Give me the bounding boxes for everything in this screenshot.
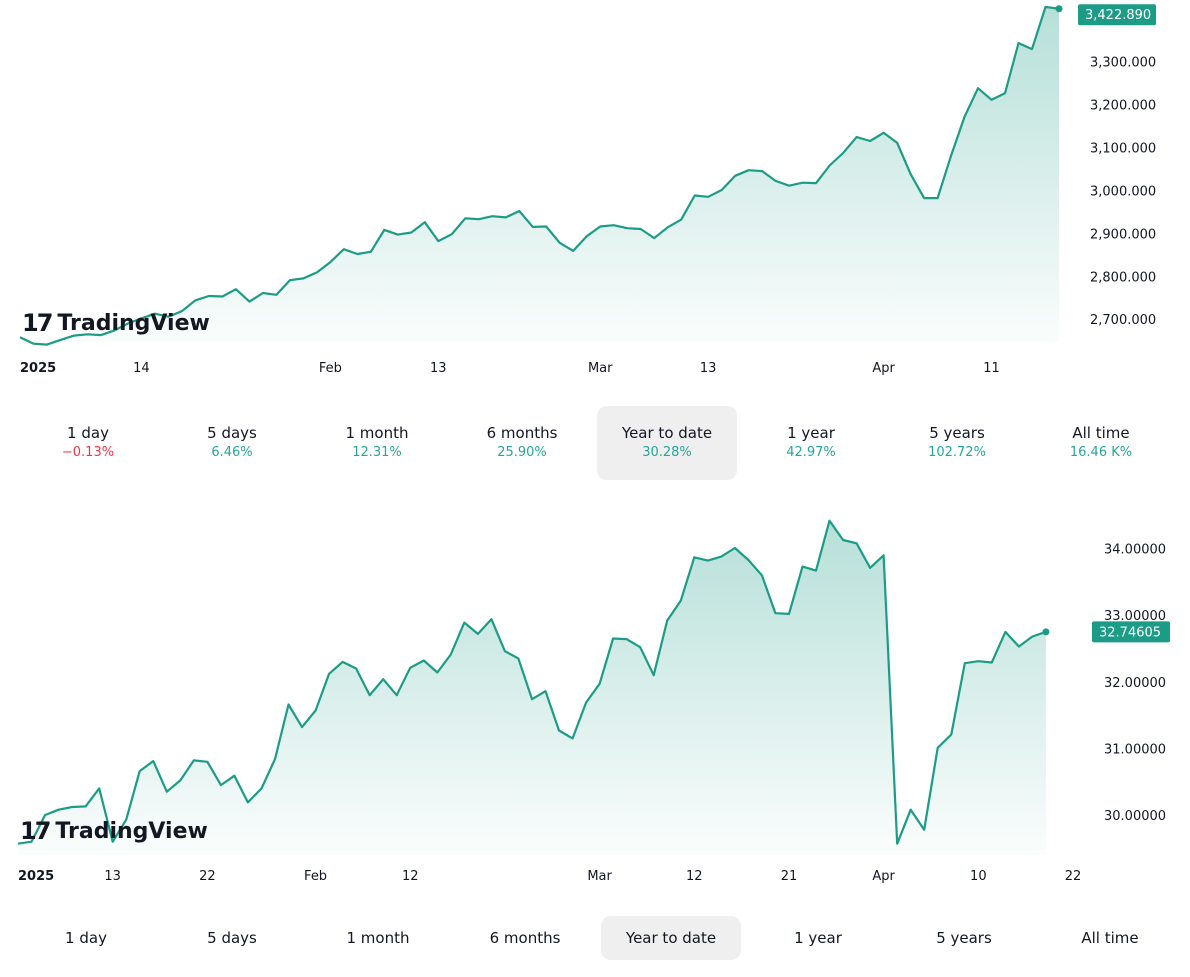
period-tab-label: 1 day — [65, 929, 107, 947]
period-tab[interactable]: All time — [1040, 916, 1180, 960]
period-tab[interactable]: All time 16.46 K% — [1031, 406, 1171, 480]
svg-text:3,422.890: 3,422.890 — [1085, 8, 1151, 23]
period-tab-label: 1 day — [67, 424, 109, 442]
y-tick-label: 34.00000 — [1104, 543, 1166, 558]
period-tab-label: 6 months — [489, 929, 561, 947]
period-tab-label: 5 days — [207, 929, 257, 947]
y-tick-label: 3,100.000 — [1090, 141, 1156, 156]
chart-top[interactable]: 2,700.000 2,800.000 2,900.000 3,000.000 3,10… — [0, 0, 1190, 385]
period-tabs-top: 1 day −0.13% 5 days 6.46% 1 month 12.31% 6 mon… — [0, 406, 1190, 482]
x-tick-label: Apr — [872, 361, 895, 376]
period-tab-label: 5 years — [936, 929, 992, 947]
period-tab-label: 1 year — [794, 929, 842, 947]
period-tab-label: Year to date — [621, 424, 713, 442]
y-tick-label: 32.00000 — [1104, 676, 1166, 691]
x-tick-label: 21 — [781, 869, 798, 884]
period-tab[interactable]: 5 days 6.46% — [162, 406, 302, 480]
y-tick-label: 30.00000 — [1104, 809, 1166, 824]
tradingview-logo-text: TradingView — [55, 818, 208, 844]
tradingview-logo-icon: 17 — [20, 817, 51, 845]
period-tab[interactable]: Year to date — [601, 916, 741, 960]
svg-text:32.74605: 32.74605 — [1099, 625, 1161, 640]
period-change-value: 30.28% — [642, 445, 692, 460]
area-fill — [20, 7, 1059, 345]
x-tick-label: Feb — [304, 869, 327, 884]
period-tab[interactable]: 1 month — [308, 916, 448, 960]
x-tick-label: Mar — [587, 869, 612, 884]
y-tick-label: 2,800.000 — [1090, 270, 1156, 285]
period-tab[interactable]: 5 days — [162, 916, 302, 960]
y-tick-label: 3,000.000 — [1090, 184, 1156, 199]
chart-bottom-svg[interactable]: 30.00000 31.00000 32.00000 33.00000 34.00000… — [0, 505, 1190, 900]
period-tab[interactable]: 1 year — [748, 916, 888, 960]
period-tab[interactable]: 5 years — [894, 916, 1034, 960]
series-line[interactable] — [19, 5, 1060, 346]
x-tick-label: Mar — [588, 361, 613, 376]
last-point-marker — [1055, 5, 1063, 13]
period-tab-label: 6 months — [486, 424, 558, 442]
period-change-value: −0.13% — [61, 445, 115, 460]
x-tick-label: Feb — [319, 361, 342, 376]
area-fill — [18, 520, 1046, 855]
tradingview-logo-icon: 17 — [22, 309, 53, 337]
y-tick-label: 3,200.000 — [1090, 98, 1156, 113]
period-tabs-bottom: 1 day 5 days 1 month 6 months Year to date 1 … — [0, 916, 1190, 962]
x-tick-label: 2025 — [18, 869, 54, 884]
x-tick-label: 14 — [133, 361, 150, 376]
period-tab[interactable]: 6 months 25.90% — [452, 406, 592, 480]
period-tab-label: All time — [1081, 929, 1139, 947]
series-line[interactable] — [17, 519, 1047, 845]
period-tab[interactable]: 1 day — [16, 916, 156, 960]
last-point-marker — [1042, 628, 1050, 636]
period-change-value: 25.90% — [497, 445, 547, 460]
x-tick-label: 13 — [104, 869, 121, 884]
x-tick-label: 12 — [686, 869, 703, 884]
period-tab[interactable]: 5 years 102.72% — [887, 406, 1027, 480]
x-tick-label: 12 — [402, 869, 419, 884]
period-tab-label: 5 years — [929, 424, 985, 442]
period-change-value: 42.97% — [786, 445, 836, 460]
x-tick-label: 13 — [700, 361, 717, 376]
x-tick-label: 10 — [970, 869, 987, 884]
period-tab-label: 5 days — [207, 424, 257, 442]
y-tick-label: 2,900.000 — [1090, 227, 1156, 242]
tradingview-logo[interactable]: 17 TradingView — [20, 817, 208, 845]
period-change-value: 12.31% — [352, 445, 402, 460]
period-tab[interactable]: 1 year 42.97% — [741, 406, 881, 480]
period-tab-label: 1 month — [345, 424, 409, 442]
x-tick-label: 13 — [430, 361, 447, 376]
last-value-label: 32.74605 — [1092, 621, 1170, 643]
period-tab-label: 1 month — [346, 929, 410, 947]
chart-top-svg[interactable]: 2,700.000 2,800.000 2,900.000 3,000.000 3,10… — [0, 0, 1190, 385]
x-tick-label: 2025 — [20, 361, 56, 376]
y-tick-label: 31.00000 — [1104, 742, 1166, 757]
period-tab[interactable]: 6 months — [455, 916, 595, 960]
x-tick-label: 22 — [199, 869, 216, 884]
chart-bottom[interactable]: 30.00000 31.00000 32.00000 33.00000 34.00000… — [0, 505, 1190, 900]
x-tick-label: 11 — [983, 361, 1000, 376]
x-tick-label: 22 — [1065, 869, 1082, 884]
last-value-label: 3,422.890 — [1078, 4, 1156, 26]
period-tab[interactable]: 1 day −0.13% — [18, 406, 158, 480]
tradingview-logo[interactable]: 17 TradingView — [22, 309, 210, 337]
period-tab[interactable]: Year to date 30.28% — [597, 406, 737, 480]
y-tick-label: 2,700.000 — [1090, 313, 1156, 328]
period-change-value: 6.46% — [211, 445, 253, 460]
period-tab-label: All time — [1072, 424, 1130, 442]
y-tick-label: 3,300.000 — [1090, 56, 1156, 71]
y-tick-label: 33.00000 — [1104, 609, 1166, 624]
period-tab-label: Year to date — [625, 929, 717, 947]
period-change-value: 16.46 K% — [1069, 445, 1133, 460]
period-tab-label: 1 year — [787, 424, 835, 442]
tradingview-logo-text: TradingView — [57, 310, 210, 336]
period-change-value: 102.72% — [928, 445, 986, 460]
x-tick-label: Apr — [872, 869, 895, 884]
period-tab[interactable]: 1 month 12.31% — [307, 406, 447, 480]
